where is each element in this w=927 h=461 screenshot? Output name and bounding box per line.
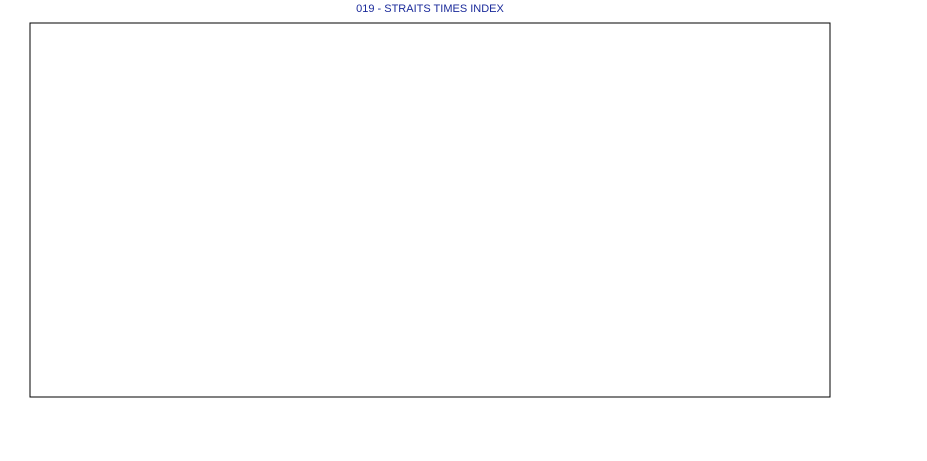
plot-frame [29,22,831,398]
chart-title: 019 - STRAITS TIMES INDEX [356,3,504,15]
